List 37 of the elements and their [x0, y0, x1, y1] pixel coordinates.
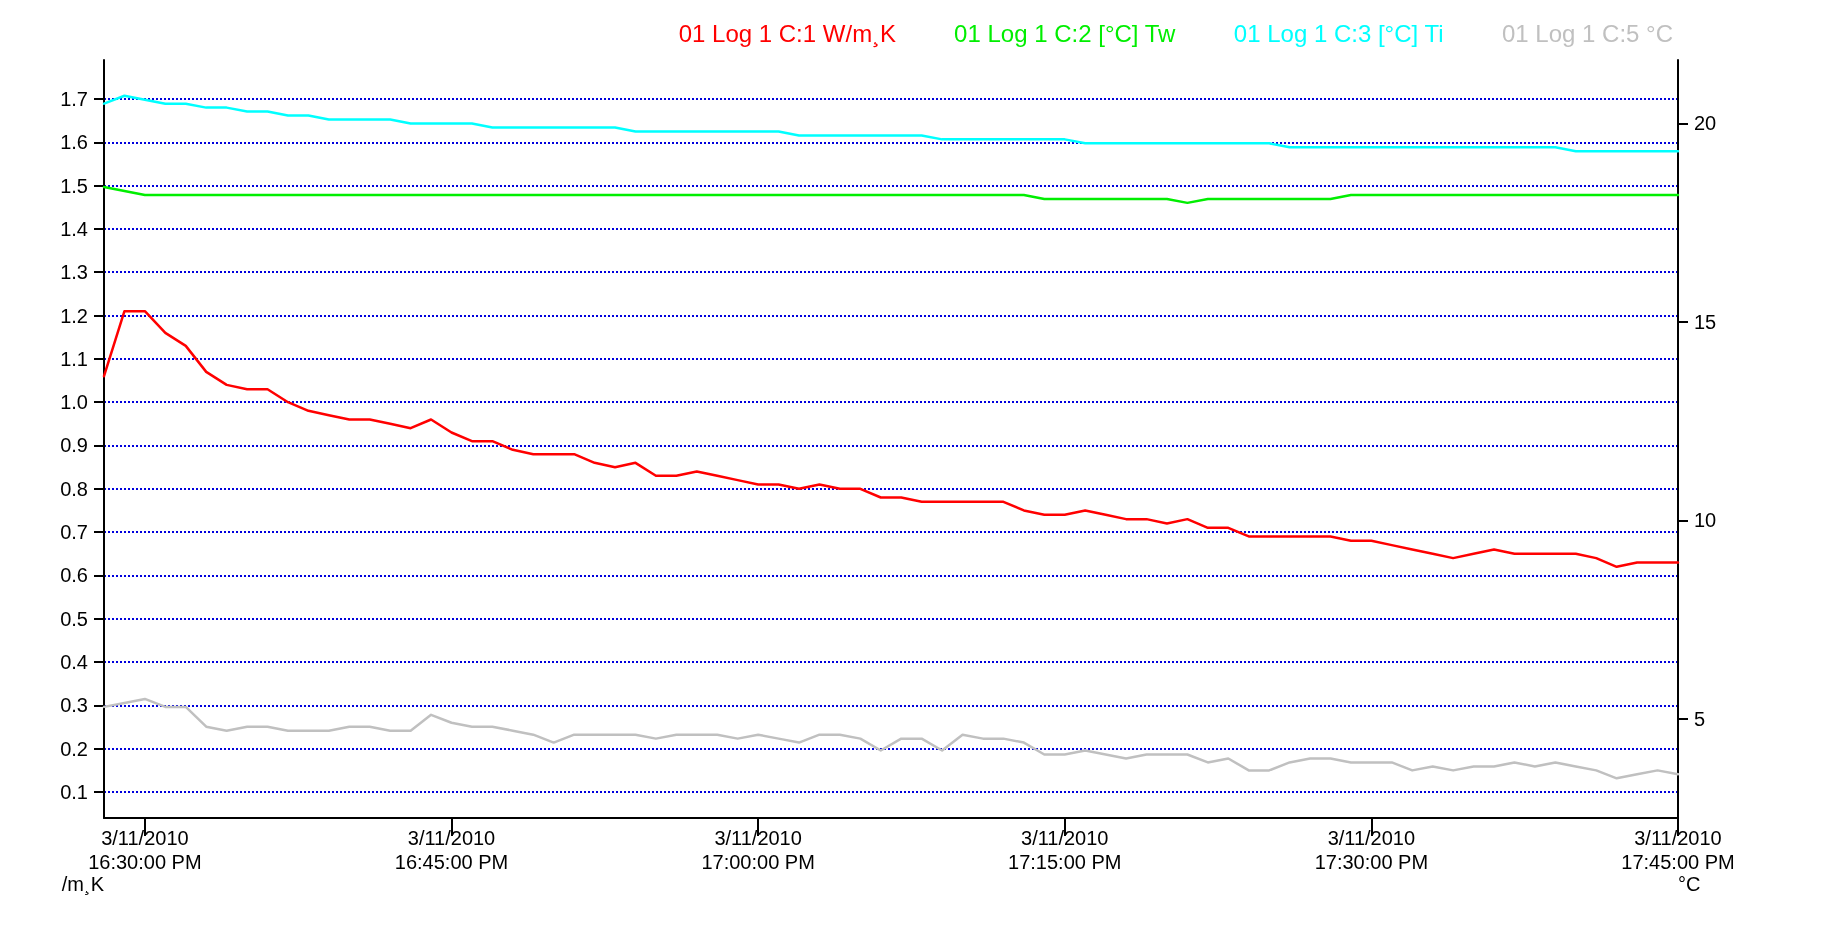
y-tick-label: 0.2	[60, 737, 88, 760]
y2-axis-title: °C	[1678, 872, 1701, 895]
x-tick-label: 3/11/2010 17:00:00 PM	[701, 827, 815, 873]
x-tick-label: 3/11/2010 17:30:00 PM	[1314, 827, 1429, 873]
x-tick-label: 3/11/2010 16:30:00 PM	[88, 827, 202, 873]
y-tick-label: 0.8	[60, 477, 88, 500]
y-tick-label: 1.3	[60, 261, 88, 284]
line-series	[102, 697, 1680, 780]
y-tick-label: 0.1	[60, 781, 88, 804]
y-tick-label: 1.1	[60, 347, 88, 370]
y-tick-label: 1.4	[60, 217, 88, 240]
y-tick-label: 0.6	[60, 564, 88, 587]
y-tick-label: 1.5	[60, 174, 88, 197]
y-tick-label: 1.6	[60, 131, 88, 154]
text: 01 Log 1 C:5 °C	[1501, 19, 1674, 47]
x-tick-label: 3/11/2010 17:15:00 PM	[1008, 827, 1122, 873]
y-tick-label: 0.5	[60, 607, 88, 630]
y-tick-label: 1.0	[60, 391, 88, 414]
x-tick-label: 3/11/2010 16:45:00 PM	[394, 827, 509, 873]
y-tick-label: 0.4	[60, 651, 88, 674]
line-series	[102, 309, 1680, 569]
x-tick-label: 3/11/2010 17:45:00 PM	[1621, 827, 1735, 873]
text: 01 Log 1 C:2 [°C] Tw	[954, 19, 1177, 47]
y-tick-label: 1.7	[60, 87, 88, 110]
y-tick-label: 0.9	[60, 434, 88, 457]
y-axis-title: /m¸K	[61, 872, 105, 895]
y2-tick-label: 20	[1694, 112, 1717, 135]
line-series	[102, 185, 1680, 205]
y2-tick-label: 15	[1694, 310, 1717, 333]
y-tick-label: 1.2	[60, 304, 88, 327]
text: 01 Log 1 C:3 [°C] Ti	[1233, 19, 1444, 47]
y-tick-label: 0.7	[60, 521, 88, 544]
text: 01 Log 1 C:1 W/m¸K	[678, 19, 897, 48]
line-series	[102, 94, 1680, 153]
y-tick-label: 0.3	[60, 694, 88, 717]
y2-tick-label: 5	[1694, 707, 1706, 730]
y2-tick-label: 10	[1694, 509, 1717, 532]
